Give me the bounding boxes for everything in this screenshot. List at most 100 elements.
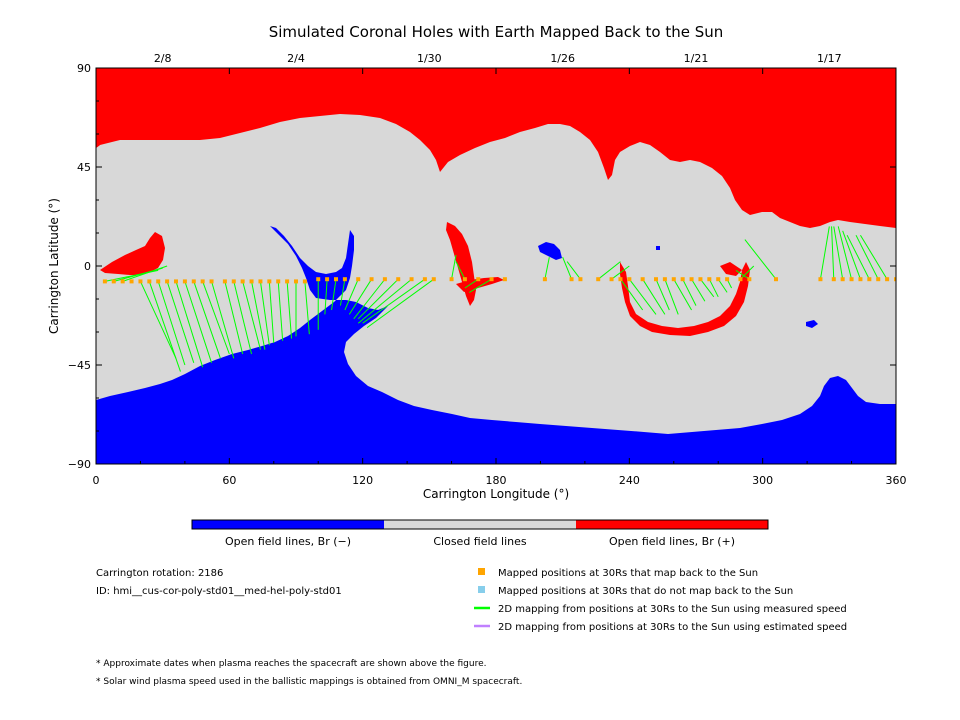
mapped-point [129,279,134,284]
mapping-line [682,278,697,306]
mapping-line [744,239,777,280]
mapped-point [222,279,227,284]
mapping-line [357,278,399,320]
colorbar-closed [384,520,576,529]
y-axis-label: Carrington Latitude (°) [47,198,61,334]
model-id-text: ID: hmi__cus-cor-poly-std01__med-hel-pol… [96,586,342,597]
mapped-point [689,277,694,282]
mapped-point [894,277,896,282]
mapped-point [325,277,330,282]
x-axis-label: Carrington Longitude (°) [423,487,569,501]
mapped-point [596,277,601,282]
mapping-line [655,279,670,311]
mapping-line [455,261,466,280]
negative-patch-east [806,320,818,328]
mapping-line [708,278,719,298]
mapping-line [193,281,221,359]
mapping-line [353,278,386,320]
legend-measured-label: 2D mapping from positions at 30Rs to the… [498,604,847,615]
date-tick-label: 2/4 [287,52,305,65]
mapping-line [366,278,435,329]
date-tick-label: 1/17 [817,52,842,65]
mapping-line [597,261,621,280]
colorbar-label-closed: Closed field lines [433,535,527,548]
colorbar-label-positive: Open field lines, Br (+) [609,535,735,548]
mapped-point [258,279,263,284]
legend: Mapped positions at 30Rs that map back t… [474,568,847,633]
legend-mapped-symbol [478,568,485,575]
mapping-line [139,281,177,359]
mapping-line [855,234,879,280]
positive-patch-west [100,232,165,275]
mapped-point [654,277,658,282]
mapping-line [277,281,284,341]
mapped-point [738,277,743,282]
mapped-point [818,277,823,282]
mapping-line [304,281,310,335]
y-tick-label: 90 [77,62,91,75]
mapped-point [191,279,196,284]
colorbar: Open field lines, Br (−) Closed field li… [191,519,769,548]
mapped-point [409,277,414,282]
mapped-point [249,279,254,284]
colorbar-label-negative: Open field lines, Br (−) [225,535,351,548]
mapping-line [673,278,692,311]
mapped-point [276,279,281,284]
date-tick-label: 1/21 [684,52,709,65]
mapped-point [240,279,245,284]
mapped-points [102,277,896,284]
negative-patch-center [538,242,562,260]
mapping-line [166,281,195,363]
mapping-line [175,281,204,368]
mapped-point [111,279,116,284]
mapped-point [462,277,467,282]
south-polar-negative-region [96,226,896,464]
mapped-point [422,277,427,282]
x-tick-label: 120 [352,474,373,487]
mapped-point [849,277,854,282]
mapping-line [211,281,235,359]
mapping-line [268,281,275,344]
mapped-point [476,277,481,282]
mapping-line [157,281,186,366]
mapping-line [233,281,253,355]
mapped-point [840,277,845,282]
mapped-point [747,277,752,282]
mapped-point [138,279,143,284]
mapped-point [231,279,236,284]
mapped-point [542,277,547,282]
date-axis: 2/8 2/4 1/30 1/26 1/21 1/17 [154,52,842,65]
mapping-line [717,278,728,293]
mapped-point [209,279,214,284]
mapping-line [469,278,492,293]
mapping-line [700,278,715,298]
x-tick-label: 300 [752,474,773,487]
x-tick-label: 60 [222,474,236,487]
mapped-point [356,277,361,282]
mapping-line [620,278,644,311]
north-polar-negative-region [96,143,100,148]
x-tick-label: 240 [619,474,640,487]
y-tick-label: 0 [84,260,91,273]
chart-title: Simulated Coronal Holes with Earth Mappe… [269,23,724,41]
mapped-point [382,277,387,282]
carrington-rotation-text: Carrington rotation: 2186 [96,568,223,579]
mapped-point [316,277,321,282]
mapping-line [691,278,706,302]
legend-unmapped-symbol [478,586,485,593]
mapping-line [344,279,359,311]
mapping-line [628,278,657,315]
mapped-point [698,277,703,282]
mapped-point [662,277,667,282]
positive-patch-east-inner [720,262,742,276]
y-tick-label: −90 [68,458,91,471]
mapped-point [569,277,574,282]
mapped-point [156,279,161,284]
y-tick-label: −45 [68,359,91,372]
legend-estimated-label: 2D mapping from positions at 30Rs to the… [498,622,847,633]
mapping-line [357,278,412,324]
mapping-line [544,257,550,280]
mapping-line [286,281,293,339]
mapping-line [348,278,372,315]
